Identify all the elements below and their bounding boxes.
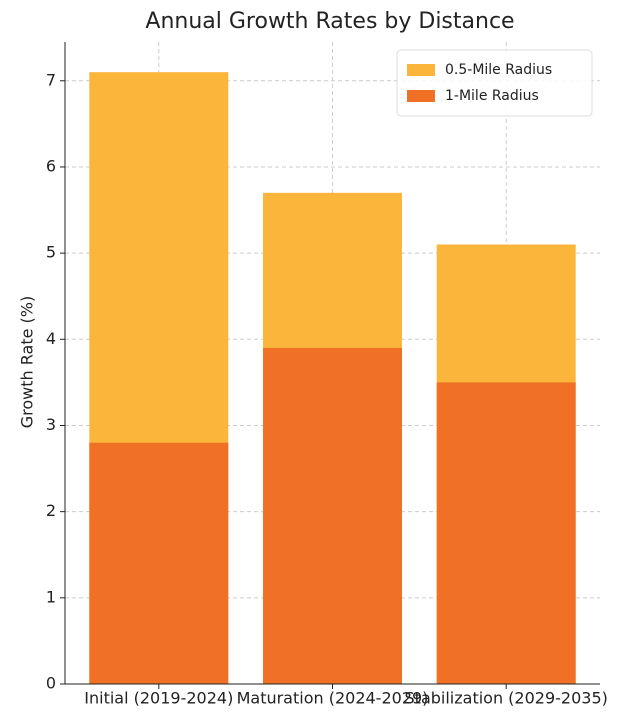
bar xyxy=(436,382,576,684)
y-tick-label: 2 xyxy=(46,501,56,520)
bar xyxy=(89,442,229,684)
y-tick-label: 7 xyxy=(46,70,56,89)
y-tick-label: 1 xyxy=(46,587,56,606)
x-tick-label: Stabilization (2029-2035) xyxy=(405,689,608,708)
bar xyxy=(263,347,402,684)
chart-title: Annual Growth Rates by Distance xyxy=(145,9,514,34)
y-tick-label: 3 xyxy=(46,415,56,434)
y-axis-label: Growth Rate (%) xyxy=(18,296,37,428)
y-tick-label: 0 xyxy=(46,674,56,693)
y-tick-label: 4 xyxy=(46,329,56,348)
legend-label: 1-Mile Radius xyxy=(445,88,539,104)
legend-swatch xyxy=(407,90,435,102)
x-tick-label: Initial (2019-2024) xyxy=(84,689,233,708)
legend-label: 0.5-Mile Radius xyxy=(445,62,552,78)
legend-box xyxy=(396,49,593,117)
y-tick-label: 5 xyxy=(46,243,56,262)
x-tick-label: Maturation (2024-2029) xyxy=(237,689,429,708)
y-tick-label: 6 xyxy=(46,156,56,175)
legend-swatch xyxy=(407,64,435,76)
